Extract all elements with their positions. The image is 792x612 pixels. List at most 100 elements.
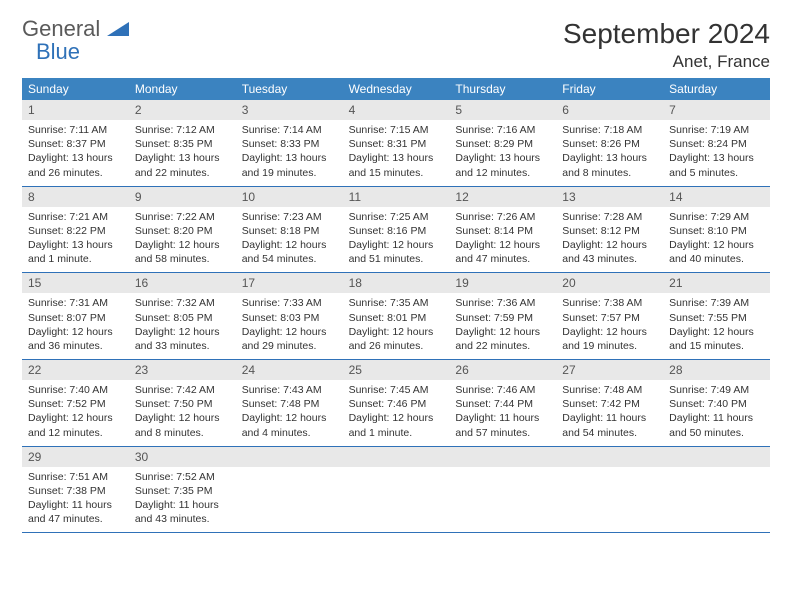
day-info: Sunrise: 7:23 AMSunset: 8:18 PMDaylight:…	[236, 207, 343, 267]
day-number: 7	[663, 100, 770, 120]
day-info: Sunrise: 7:32 AMSunset: 8:05 PMDaylight:…	[129, 293, 236, 353]
day-number: 30	[129, 447, 236, 467]
day-cell: 18Sunrise: 7:35 AMSunset: 8:01 PMDayligh…	[343, 273, 450, 359]
day-cell: 7Sunrise: 7:19 AMSunset: 8:24 PMDaylight…	[663, 100, 770, 186]
day-number: 16	[129, 273, 236, 293]
day-cell: 13Sunrise: 7:28 AMSunset: 8:12 PMDayligh…	[556, 187, 663, 273]
day-number	[343, 447, 450, 467]
day-info: Sunrise: 7:33 AMSunset: 8:03 PMDaylight:…	[236, 293, 343, 353]
day-header-cell: Sunday	[22, 78, 129, 100]
day-number: 9	[129, 187, 236, 207]
day-number: 8	[22, 187, 129, 207]
calendar: SundayMondayTuesdayWednesdayThursdayFrid…	[22, 78, 770, 533]
day-number	[556, 447, 663, 467]
day-cell	[343, 447, 450, 533]
day-cell: 27Sunrise: 7:48 AMSunset: 7:42 PMDayligh…	[556, 360, 663, 446]
logo: General Blue	[22, 18, 129, 64]
day-info: Sunrise: 7:25 AMSunset: 8:16 PMDaylight:…	[343, 207, 450, 267]
day-info: Sunrise: 7:43 AMSunset: 7:48 PMDaylight:…	[236, 380, 343, 440]
logo-text-blue: Blue	[36, 39, 80, 64]
day-info: Sunrise: 7:14 AMSunset: 8:33 PMDaylight:…	[236, 120, 343, 180]
day-number	[663, 447, 770, 467]
day-number: 4	[343, 100, 450, 120]
day-info: Sunrise: 7:21 AMSunset: 8:22 PMDaylight:…	[22, 207, 129, 267]
day-number: 14	[663, 187, 770, 207]
day-info: Sunrise: 7:28 AMSunset: 8:12 PMDaylight:…	[556, 207, 663, 267]
day-cell: 8Sunrise: 7:21 AMSunset: 8:22 PMDaylight…	[22, 187, 129, 273]
day-cell: 10Sunrise: 7:23 AMSunset: 8:18 PMDayligh…	[236, 187, 343, 273]
logo-text-gray: General	[22, 16, 100, 41]
day-info: Sunrise: 7:35 AMSunset: 8:01 PMDaylight:…	[343, 293, 450, 353]
day-info: Sunrise: 7:15 AMSunset: 8:31 PMDaylight:…	[343, 120, 450, 180]
logo-triangle-icon	[107, 22, 129, 41]
day-info: Sunrise: 7:49 AMSunset: 7:40 PMDaylight:…	[663, 380, 770, 440]
day-cell: 5Sunrise: 7:16 AMSunset: 8:29 PMDaylight…	[449, 100, 556, 186]
day-cell: 26Sunrise: 7:46 AMSunset: 7:44 PMDayligh…	[449, 360, 556, 446]
day-cell	[556, 447, 663, 533]
day-cell: 3Sunrise: 7:14 AMSunset: 8:33 PMDaylight…	[236, 100, 343, 186]
day-cell: 1Sunrise: 7:11 AMSunset: 8:37 PMDaylight…	[22, 100, 129, 186]
day-info: Sunrise: 7:39 AMSunset: 7:55 PMDaylight:…	[663, 293, 770, 353]
day-cell: 28Sunrise: 7:49 AMSunset: 7:40 PMDayligh…	[663, 360, 770, 446]
day-cell: 9Sunrise: 7:22 AMSunset: 8:20 PMDaylight…	[129, 187, 236, 273]
day-number: 20	[556, 273, 663, 293]
day-number: 24	[236, 360, 343, 380]
week-row: 8Sunrise: 7:21 AMSunset: 8:22 PMDaylight…	[22, 187, 770, 274]
day-cell: 17Sunrise: 7:33 AMSunset: 8:03 PMDayligh…	[236, 273, 343, 359]
day-cell: 6Sunrise: 7:18 AMSunset: 8:26 PMDaylight…	[556, 100, 663, 186]
title-block: September 2024 Anet, France	[563, 18, 770, 72]
day-number: 3	[236, 100, 343, 120]
day-number: 29	[22, 447, 129, 467]
day-number: 1	[22, 100, 129, 120]
day-cell: 19Sunrise: 7:36 AMSunset: 7:59 PMDayligh…	[449, 273, 556, 359]
day-number: 15	[22, 273, 129, 293]
day-number: 21	[663, 273, 770, 293]
day-cell: 11Sunrise: 7:25 AMSunset: 8:16 PMDayligh…	[343, 187, 450, 273]
day-cell: 16Sunrise: 7:32 AMSunset: 8:05 PMDayligh…	[129, 273, 236, 359]
day-info: Sunrise: 7:11 AMSunset: 8:37 PMDaylight:…	[22, 120, 129, 180]
day-header-cell: Tuesday	[236, 78, 343, 100]
day-number: 17	[236, 273, 343, 293]
day-info: Sunrise: 7:40 AMSunset: 7:52 PMDaylight:…	[22, 380, 129, 440]
day-cell: 14Sunrise: 7:29 AMSunset: 8:10 PMDayligh…	[663, 187, 770, 273]
week-row: 15Sunrise: 7:31 AMSunset: 8:07 PMDayligh…	[22, 273, 770, 360]
day-info: Sunrise: 7:29 AMSunset: 8:10 PMDaylight:…	[663, 207, 770, 267]
location-label: Anet, France	[563, 52, 770, 72]
day-info: Sunrise: 7:19 AMSunset: 8:24 PMDaylight:…	[663, 120, 770, 180]
day-number: 28	[663, 360, 770, 380]
day-number: 11	[343, 187, 450, 207]
day-number: 5	[449, 100, 556, 120]
day-number: 18	[343, 273, 450, 293]
day-header-cell: Wednesday	[343, 78, 450, 100]
day-cell: 20Sunrise: 7:38 AMSunset: 7:57 PMDayligh…	[556, 273, 663, 359]
day-number: 25	[343, 360, 450, 380]
day-cell	[236, 447, 343, 533]
day-cell: 24Sunrise: 7:43 AMSunset: 7:48 PMDayligh…	[236, 360, 343, 446]
week-row: 1Sunrise: 7:11 AMSunset: 8:37 PMDaylight…	[22, 100, 770, 187]
day-number: 27	[556, 360, 663, 380]
day-cell: 25Sunrise: 7:45 AMSunset: 7:46 PMDayligh…	[343, 360, 450, 446]
day-info: Sunrise: 7:12 AMSunset: 8:35 PMDaylight:…	[129, 120, 236, 180]
day-number: 12	[449, 187, 556, 207]
day-info: Sunrise: 7:38 AMSunset: 7:57 PMDaylight:…	[556, 293, 663, 353]
day-number: 22	[22, 360, 129, 380]
day-number	[236, 447, 343, 467]
day-info: Sunrise: 7:22 AMSunset: 8:20 PMDaylight:…	[129, 207, 236, 267]
header: General Blue September 2024 Anet, France	[22, 18, 770, 72]
day-cell: 22Sunrise: 7:40 AMSunset: 7:52 PMDayligh…	[22, 360, 129, 446]
week-row: 22Sunrise: 7:40 AMSunset: 7:52 PMDayligh…	[22, 360, 770, 447]
day-number: 6	[556, 100, 663, 120]
day-cell: 12Sunrise: 7:26 AMSunset: 8:14 PMDayligh…	[449, 187, 556, 273]
day-number: 19	[449, 273, 556, 293]
day-info: Sunrise: 7:52 AMSunset: 7:35 PMDaylight:…	[129, 467, 236, 527]
day-info: Sunrise: 7:18 AMSunset: 8:26 PMDaylight:…	[556, 120, 663, 180]
page-title: September 2024	[563, 18, 770, 50]
day-cell	[663, 447, 770, 533]
day-cell: 15Sunrise: 7:31 AMSunset: 8:07 PMDayligh…	[22, 273, 129, 359]
day-number: 23	[129, 360, 236, 380]
day-info: Sunrise: 7:46 AMSunset: 7:44 PMDaylight:…	[449, 380, 556, 440]
day-info: Sunrise: 7:16 AMSunset: 8:29 PMDaylight:…	[449, 120, 556, 180]
day-info: Sunrise: 7:51 AMSunset: 7:38 PMDaylight:…	[22, 467, 129, 527]
day-header-cell: Monday	[129, 78, 236, 100]
day-header-cell: Friday	[556, 78, 663, 100]
